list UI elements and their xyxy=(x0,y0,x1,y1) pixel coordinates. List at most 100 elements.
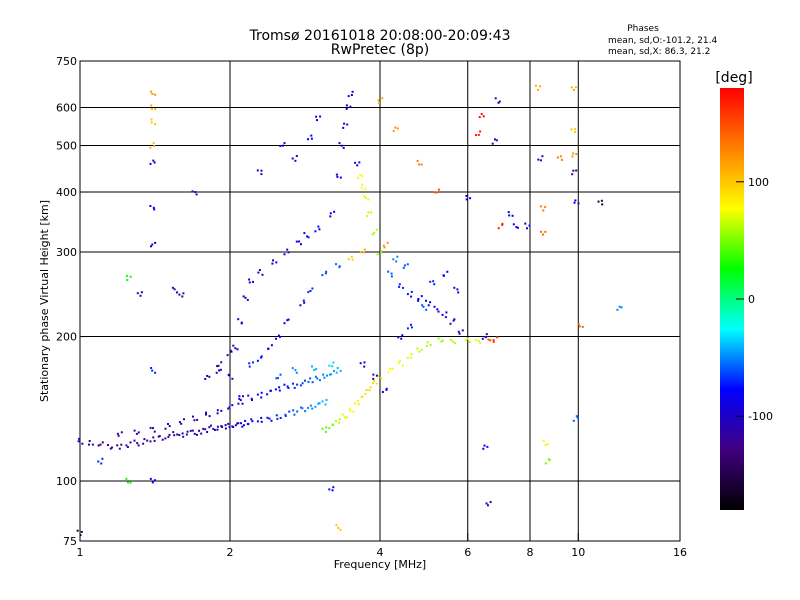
data-point xyxy=(154,123,157,126)
data-point xyxy=(279,373,282,376)
data-point xyxy=(266,416,269,419)
data-point xyxy=(310,137,313,140)
data-point xyxy=(279,145,282,147)
data-point xyxy=(228,425,231,428)
data-point xyxy=(481,337,484,340)
data-point xyxy=(577,323,580,325)
data-point xyxy=(383,246,386,249)
data-point xyxy=(494,97,497,100)
data-point xyxy=(420,295,423,298)
data-point xyxy=(497,101,500,104)
data-point xyxy=(348,407,351,410)
data-point xyxy=(526,227,528,230)
data-point xyxy=(332,361,335,364)
data-point xyxy=(489,501,492,503)
data-point xyxy=(250,418,253,421)
data-point xyxy=(237,402,240,405)
x-axis-label: Frequency [MHz] xyxy=(334,558,426,571)
data-point xyxy=(101,441,104,444)
data-point xyxy=(356,400,359,403)
colorbar-label: [deg] xyxy=(715,70,752,86)
data-point xyxy=(429,344,432,347)
data-point xyxy=(368,389,371,392)
data-point xyxy=(241,402,244,405)
data-point xyxy=(360,395,363,398)
data-point xyxy=(573,89,575,91)
data-point xyxy=(300,243,302,246)
y-axis-label: Stationary phase Virtual Height [km] xyxy=(38,200,51,402)
data-point xyxy=(129,275,132,278)
data-point xyxy=(457,330,460,333)
data-point xyxy=(313,368,316,371)
data-point xyxy=(359,362,362,365)
data-point xyxy=(149,146,152,149)
data-point xyxy=(420,348,423,351)
data-point xyxy=(560,158,563,161)
stats-o-line: mean, sd,O:-101.2, 21.4 xyxy=(608,36,718,46)
data-point xyxy=(468,341,471,343)
data-point xyxy=(292,382,294,385)
data-point xyxy=(329,212,332,215)
data-point xyxy=(577,202,580,205)
data-point xyxy=(410,326,413,329)
data-point xyxy=(242,424,245,427)
data-point xyxy=(150,118,153,121)
trace-scattered-points xyxy=(76,84,623,537)
data-point xyxy=(164,437,167,440)
data-point xyxy=(420,163,423,166)
trace-cusp-trace xyxy=(321,336,499,433)
data-point xyxy=(183,418,185,421)
data-point xyxy=(375,228,378,231)
data-point xyxy=(77,440,80,443)
data-point xyxy=(329,215,332,218)
data-point xyxy=(547,458,550,461)
data-point xyxy=(496,336,499,339)
data-point xyxy=(410,323,412,326)
data-point xyxy=(250,397,253,400)
data-point xyxy=(277,334,280,337)
data-point xyxy=(176,291,178,294)
data-point xyxy=(287,387,290,389)
data-point xyxy=(167,435,170,438)
data-point xyxy=(389,368,392,370)
data-point xyxy=(256,359,259,362)
data-point xyxy=(457,291,460,294)
data-point xyxy=(366,215,369,218)
data-point xyxy=(244,296,247,299)
data-point xyxy=(539,85,541,88)
data-point xyxy=(324,272,327,275)
data-point xyxy=(333,370,335,372)
data-point xyxy=(318,402,321,405)
data-point xyxy=(275,414,278,417)
data-point xyxy=(425,299,427,302)
data-point xyxy=(600,199,603,202)
data-point xyxy=(406,357,409,359)
data-point xyxy=(575,169,578,172)
data-point xyxy=(372,373,375,376)
data-point xyxy=(323,376,326,379)
data-point xyxy=(275,337,277,340)
data-point xyxy=(267,347,270,350)
data-point xyxy=(294,369,297,372)
data-point xyxy=(401,334,404,337)
data-point xyxy=(278,386,281,389)
data-point xyxy=(397,336,400,339)
data-point xyxy=(295,240,298,243)
data-point xyxy=(194,191,197,193)
colorbar-tick-label: -100 xyxy=(748,410,773,423)
data-point xyxy=(446,270,449,273)
data-point xyxy=(270,419,273,422)
stats-heading: Phases xyxy=(627,24,659,34)
data-point xyxy=(146,439,149,442)
data-point xyxy=(176,433,179,436)
data-point xyxy=(449,322,452,325)
data-point xyxy=(349,105,352,108)
data-point xyxy=(486,445,489,448)
data-point xyxy=(572,152,575,155)
data-point xyxy=(371,382,374,385)
data-point xyxy=(345,107,348,110)
data-point xyxy=(338,421,341,424)
data-point xyxy=(429,280,432,283)
data-point xyxy=(539,159,542,162)
data-point xyxy=(492,340,495,343)
